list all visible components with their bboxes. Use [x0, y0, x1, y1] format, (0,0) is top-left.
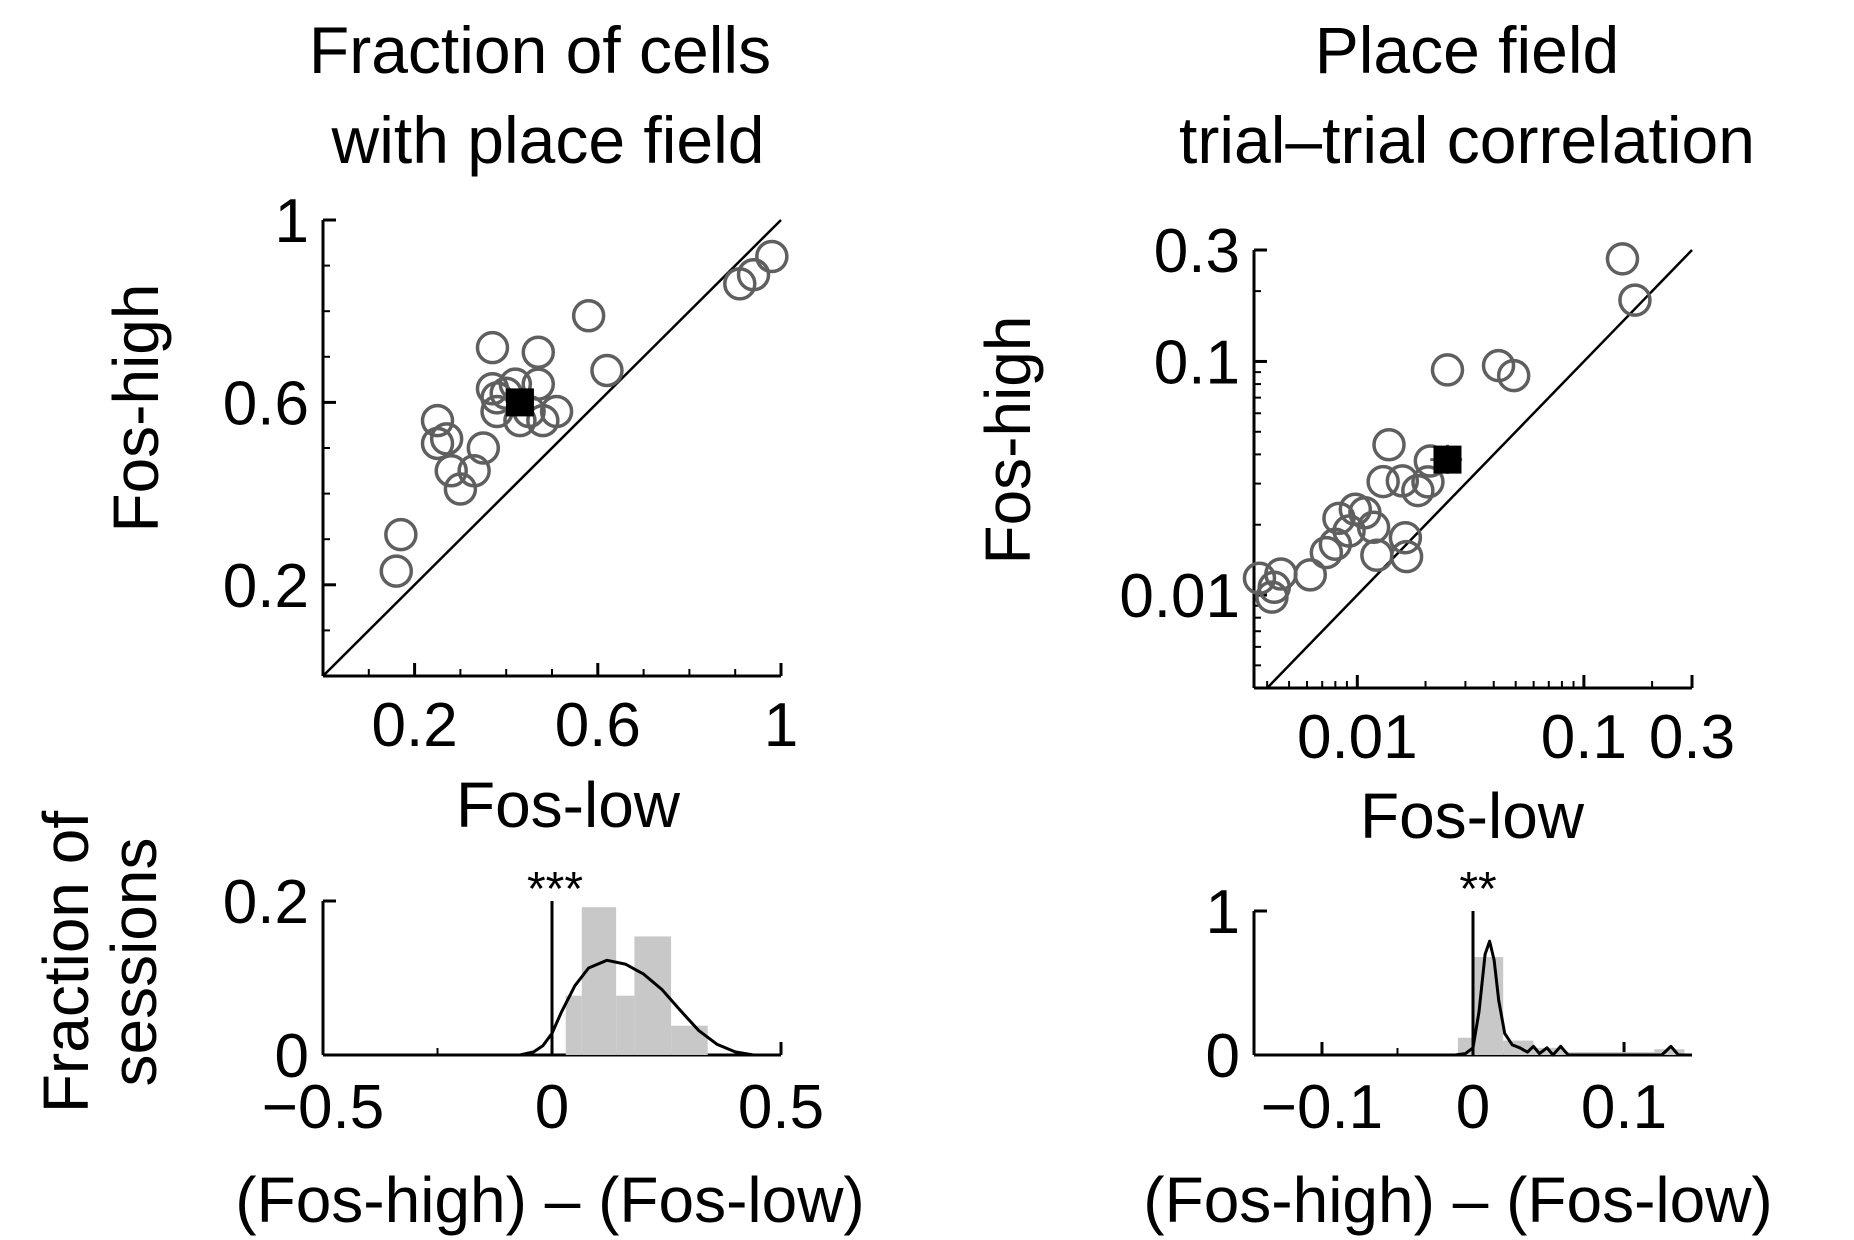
- data-point: [755, 239, 789, 274]
- chartA-title-line1: Fraction of cells: [309, 13, 771, 87]
- mean-marker: [1433, 445, 1462, 474]
- data-point: [429, 422, 464, 456]
- x-tick-label: 0: [1456, 1073, 1490, 1142]
- y-tick-label: 0.2: [223, 868, 309, 937]
- chartD-xlabel: (Fos-high) – (Fos-low): [1143, 1164, 1772, 1236]
- data-point: [1401, 473, 1435, 508]
- chartB-ticks: 0.01 0.1 0.3 0.01 0.1 0.3: [1119, 217, 1735, 772]
- chartB-xlabel: Fos-low: [1360, 780, 1585, 852]
- chartB-title-line2: trial–trial correlation: [1179, 103, 1755, 177]
- histogram-bar: [1473, 957, 1504, 1055]
- histogram-bar: [1654, 1049, 1685, 1055]
- data-point: [1618, 283, 1652, 317]
- x-tick-label: 0.5: [738, 1073, 824, 1142]
- histogram-bar: [671, 1025, 708, 1055]
- chartA-xlabel: Fos-low: [456, 769, 681, 841]
- chartC-significance: ***: [527, 863, 583, 916]
- x-tick-label: 0.01: [1297, 703, 1418, 772]
- y-tick-label: 1: [1206, 878, 1240, 947]
- chartA-ticks: 0.2 0.6 1 0.2 0.6 1: [223, 187, 798, 760]
- data-point: [384, 517, 418, 552]
- data-point: [1605, 242, 1640, 276]
- x-tick-label: 0.1: [1541, 703, 1627, 772]
- data-point: [571, 299, 606, 333]
- identity-line: [322, 219, 782, 677]
- y-tick-label: 0.2: [223, 552, 309, 621]
- chartC-xlabel: (Fos-high) – (Fos-low): [235, 1164, 864, 1236]
- x-tick-label: 0.2: [371, 691, 457, 760]
- chartC-ylabel-line2: sessions: [98, 838, 170, 1087]
- data-point: [1360, 538, 1394, 573]
- data-point: [434, 454, 468, 488]
- data-point: [457, 454, 491, 488]
- data-point: [736, 257, 771, 292]
- data-point: [539, 394, 574, 429]
- chartC-marks: [519, 901, 754, 1057]
- chartB-ylabel: Fos-high: [972, 316, 1044, 565]
- chartD-significance: **: [1459, 863, 1496, 916]
- y-tick-label: 0.3: [1154, 217, 1240, 286]
- panel-fraction-difference-histogram: −0.5 0 0.500.2 *** (Fos-high) – (Fos-low) …: [30, 811, 865, 1236]
- data-point: [521, 367, 556, 401]
- chartB-title-line1: Place field: [1315, 13, 1620, 87]
- chartA-marks: [322, 219, 789, 677]
- data-point: [590, 353, 624, 388]
- data-point: [1389, 539, 1424, 574]
- y-tick-label: 0: [275, 1022, 309, 1091]
- data-point: [1388, 520, 1423, 555]
- chartC-ticks: −0.5 0 0.500.2: [223, 868, 824, 1142]
- x-tick-label: 0.1: [1581, 1073, 1667, 1142]
- chartA-title-line2: with place field: [331, 103, 765, 177]
- data-point: [1366, 464, 1400, 499]
- y-tick-label: 0.1: [1154, 328, 1240, 397]
- x-tick-label: −0.5: [262, 1073, 384, 1142]
- y-tick-label: 0: [1206, 1022, 1240, 1091]
- data-point: [1496, 358, 1531, 393]
- identity-line: [1266, 249, 1693, 689]
- chartB-marks: [1242, 242, 1693, 689]
- x-tick-label: 0.3: [1649, 703, 1735, 772]
- data-point: [475, 330, 510, 365]
- panel-trial-correlation-scatter: Place field trial–trial correlation 0.01…: [972, 13, 1755, 852]
- data-point: [1430, 353, 1465, 387]
- chartD-ticks: −0.1 0 0.1 0 1: [1206, 878, 1692, 1142]
- y-tick-label: 0.01: [1119, 562, 1240, 631]
- density-curve: [519, 958, 754, 1057]
- data-point: [1411, 465, 1445, 499]
- x-tick-label: 0: [535, 1073, 569, 1142]
- data-point: [521, 335, 556, 369]
- histogram-bar: [616, 995, 635, 1055]
- x-tick-label: 1: [764, 691, 798, 760]
- histogram-bar: [634, 936, 672, 1055]
- density-curve: [1454, 939, 1688, 1057]
- panel-correlation-difference-histogram: −0.1 0 0.1 0 1 ** (Fos-high) – (Fos-low): [1143, 863, 1772, 1236]
- data-point: [1309, 535, 1344, 570]
- x-tick-label: 0.6: [555, 691, 641, 760]
- data-point: [1372, 427, 1406, 462]
- histogram-bar: [581, 907, 617, 1055]
- mean-marker: [505, 388, 534, 417]
- data-point: [379, 554, 414, 588]
- panel-fraction-cells-scatter: Fraction of cells with place field 0.2 0.…: [100, 13, 798, 841]
- y-tick-label: 1: [275, 187, 309, 256]
- y-tick-label: 0.6: [223, 369, 309, 438]
- chartA-ylabel: Fos-high: [100, 284, 172, 533]
- data-point: [466, 431, 501, 465]
- x-tick-label: −0.1: [1261, 1073, 1383, 1142]
- histogram-bar: [565, 995, 582, 1055]
- data-point: [1293, 558, 1328, 592]
- chartC-ylabel-line1: Fraction of: [30, 811, 102, 1114]
- chartD-marks: [1454, 911, 1688, 1057]
- data-point: [420, 403, 455, 438]
